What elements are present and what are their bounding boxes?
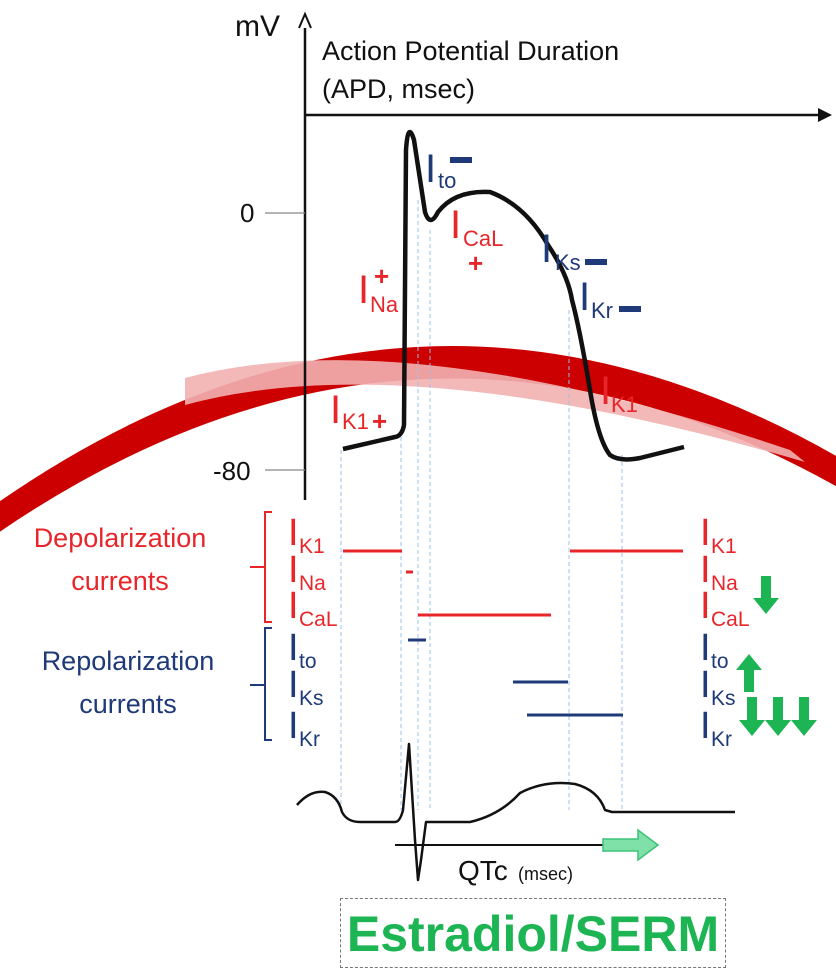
drug-box: Estradiol/SERM bbox=[340, 898, 726, 968]
depolarization-label-line1: Depolarization bbox=[34, 523, 207, 553]
right-current-sub: K1 bbox=[711, 535, 737, 558]
tick-zero-label: 0 bbox=[240, 198, 254, 228]
iks-sub: Ks bbox=[555, 250, 581, 275]
right-current-main: I bbox=[700, 664, 711, 706]
ito-main: I bbox=[425, 147, 436, 191]
action-potential-curve bbox=[342, 129, 685, 462]
left-current-main: I bbox=[288, 512, 299, 554]
background-arc bbox=[0, 346, 836, 532]
right-current-main: I bbox=[700, 627, 711, 669]
left-current-sub: Ks bbox=[299, 687, 324, 710]
label-ikr: I Kr bbox=[579, 275, 641, 323]
iks-minus-sign bbox=[585, 259, 607, 265]
right-current-sub: Na bbox=[711, 572, 738, 595]
right-current-cal: I CaL bbox=[700, 585, 750, 631]
left-current-main: I bbox=[288, 627, 299, 669]
ikr-down-arrow-1 bbox=[739, 697, 765, 736]
label-ina: I Na + bbox=[358, 261, 399, 317]
right-current-ks: I Ks bbox=[700, 664, 736, 710]
ina-plus-sign: + bbox=[374, 261, 389, 291]
left-current-sub: CaL bbox=[299, 608, 338, 631]
ik1-plus-sign: + bbox=[372, 406, 387, 436]
x-axis-arrow bbox=[818, 108, 832, 122]
right-current-k1: I K1 bbox=[700, 512, 737, 558]
left-current-main: I bbox=[288, 549, 299, 591]
right-current-sub: Kr bbox=[711, 728, 732, 751]
ito-minus-sign bbox=[450, 157, 472, 163]
right-current-main: I bbox=[700, 585, 711, 627]
ecg-trace bbox=[296, 742, 735, 882]
label-ito: I to bbox=[425, 147, 472, 193]
arc-light-segment bbox=[185, 360, 805, 462]
left-current-main: I bbox=[288, 664, 299, 706]
ical-plus-sign: + bbox=[468, 248, 483, 278]
repolarization-bracket bbox=[250, 627, 272, 741]
left-current-sub: Na bbox=[299, 572, 326, 595]
right-current-main: I bbox=[700, 705, 711, 747]
right-current-sub: Ks bbox=[711, 687, 736, 710]
left-current-main: I bbox=[288, 705, 299, 747]
repolarization-label-line2: currents bbox=[79, 689, 177, 719]
ina-main: I bbox=[358, 268, 369, 312]
label-ik1-left: I K1 + bbox=[330, 388, 387, 436]
right-current-sub: CaL bbox=[711, 608, 750, 631]
left-current-k1: I K1 bbox=[288, 512, 325, 558]
ical-sub: CaL bbox=[463, 226, 503, 251]
x-axis-title-line1: Action Potential Duration bbox=[322, 36, 619, 66]
iks-main: I bbox=[541, 227, 552, 271]
phase-guides bbox=[340, 200, 623, 810]
depolarization-bracket bbox=[250, 511, 272, 623]
ikr-down-arrow-2 bbox=[765, 697, 791, 736]
qtc-prolongation-arrow bbox=[602, 828, 660, 862]
ik1-left-sub: K1 bbox=[342, 409, 369, 434]
label-ical: I CaL + bbox=[450, 203, 503, 278]
label-ik1-right: I K1 bbox=[600, 369, 638, 417]
ikr-sub: Kr bbox=[591, 298, 613, 323]
y-unit-label: mV bbox=[235, 10, 280, 43]
axes: mV Action Potential Duration (APD, msec)… bbox=[213, 10, 832, 500]
repolarization-label-line1: Repolarization bbox=[42, 646, 215, 676]
right-current-sub: to bbox=[711, 650, 729, 673]
left-current-cal: I CaL bbox=[288, 585, 338, 631]
ik1-right-main: I bbox=[600, 369, 611, 413]
current-timing-bars bbox=[343, 549, 683, 717]
label-iks: I Ks bbox=[541, 227, 607, 275]
x-axis-title-line2: (APD, msec) bbox=[322, 74, 475, 104]
qtc-label: QTc bbox=[458, 855, 508, 886]
right-current-na: I Na bbox=[700, 549, 738, 595]
ikr-main: I bbox=[579, 275, 590, 319]
left-current-sub: to bbox=[299, 650, 317, 673]
ikr-down-arrow-3 bbox=[791, 697, 817, 736]
ikr-minus-sign bbox=[619, 306, 641, 312]
ina-sub: Na bbox=[370, 292, 399, 317]
right-current-main: I bbox=[700, 512, 711, 554]
depolarization-label-line2: currents bbox=[71, 566, 169, 596]
qtc-unit-label: (msec) bbox=[518, 864, 573, 884]
left-current-ks: I Ks bbox=[288, 664, 324, 710]
left-current-na: I Na bbox=[288, 549, 326, 595]
right-current-kr: I Kr bbox=[700, 705, 732, 751]
right-current-main: I bbox=[700, 549, 711, 591]
drug-label: Estradiol/SERM bbox=[346, 906, 720, 962]
left-current-main: I bbox=[288, 585, 299, 627]
tick-minus80-label: -80 bbox=[213, 456, 251, 486]
ik1-left-main: I bbox=[330, 388, 341, 432]
ito-sub: to bbox=[438, 168, 456, 193]
effect-arrows bbox=[736, 576, 817, 736]
ical-down-arrow bbox=[753, 576, 779, 614]
ical-main: I bbox=[450, 203, 461, 247]
ik1-right-sub: K1 bbox=[611, 392, 638, 417]
y-axis-arrow bbox=[298, 11, 312, 29]
left-current-sub: K1 bbox=[299, 535, 325, 558]
iks-up-arrow bbox=[736, 654, 762, 692]
left-current-kr: I Kr bbox=[288, 705, 320, 751]
left-current-sub: Kr bbox=[299, 728, 320, 751]
